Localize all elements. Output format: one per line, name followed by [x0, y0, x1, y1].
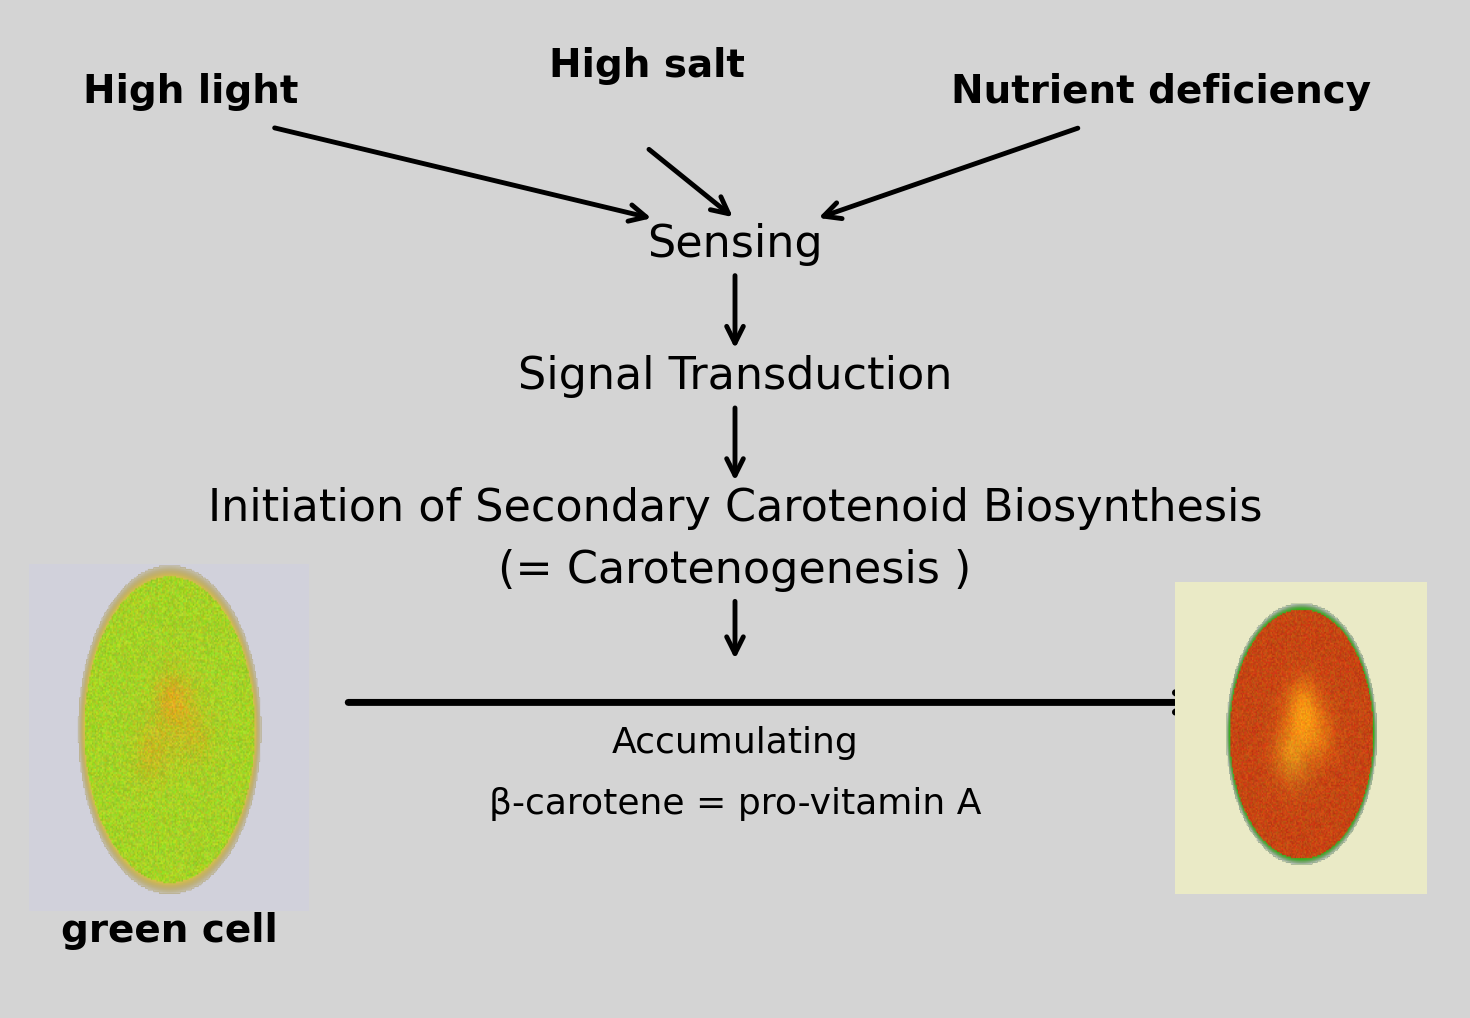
Text: Nutrient deficiency: Nutrient deficiency	[951, 72, 1372, 111]
Text: (= Carotenogenesis ): (= Carotenogenesis )	[498, 549, 972, 591]
Text: β-carotene = pro-vitamin A: β-carotene = pro-vitamin A	[488, 787, 982, 822]
Text: Sensing: Sensing	[647, 223, 823, 266]
Text: High light: High light	[84, 72, 298, 111]
Text: green cell: green cell	[60, 912, 278, 951]
Text: High salt: High salt	[548, 47, 745, 86]
Text: Signal Transduction: Signal Transduction	[517, 355, 953, 398]
Text: Accumulating: Accumulating	[612, 726, 858, 760]
Text: Initiation of Secondary Carotenoid Biosynthesis: Initiation of Secondary Carotenoid Biosy…	[207, 488, 1263, 530]
